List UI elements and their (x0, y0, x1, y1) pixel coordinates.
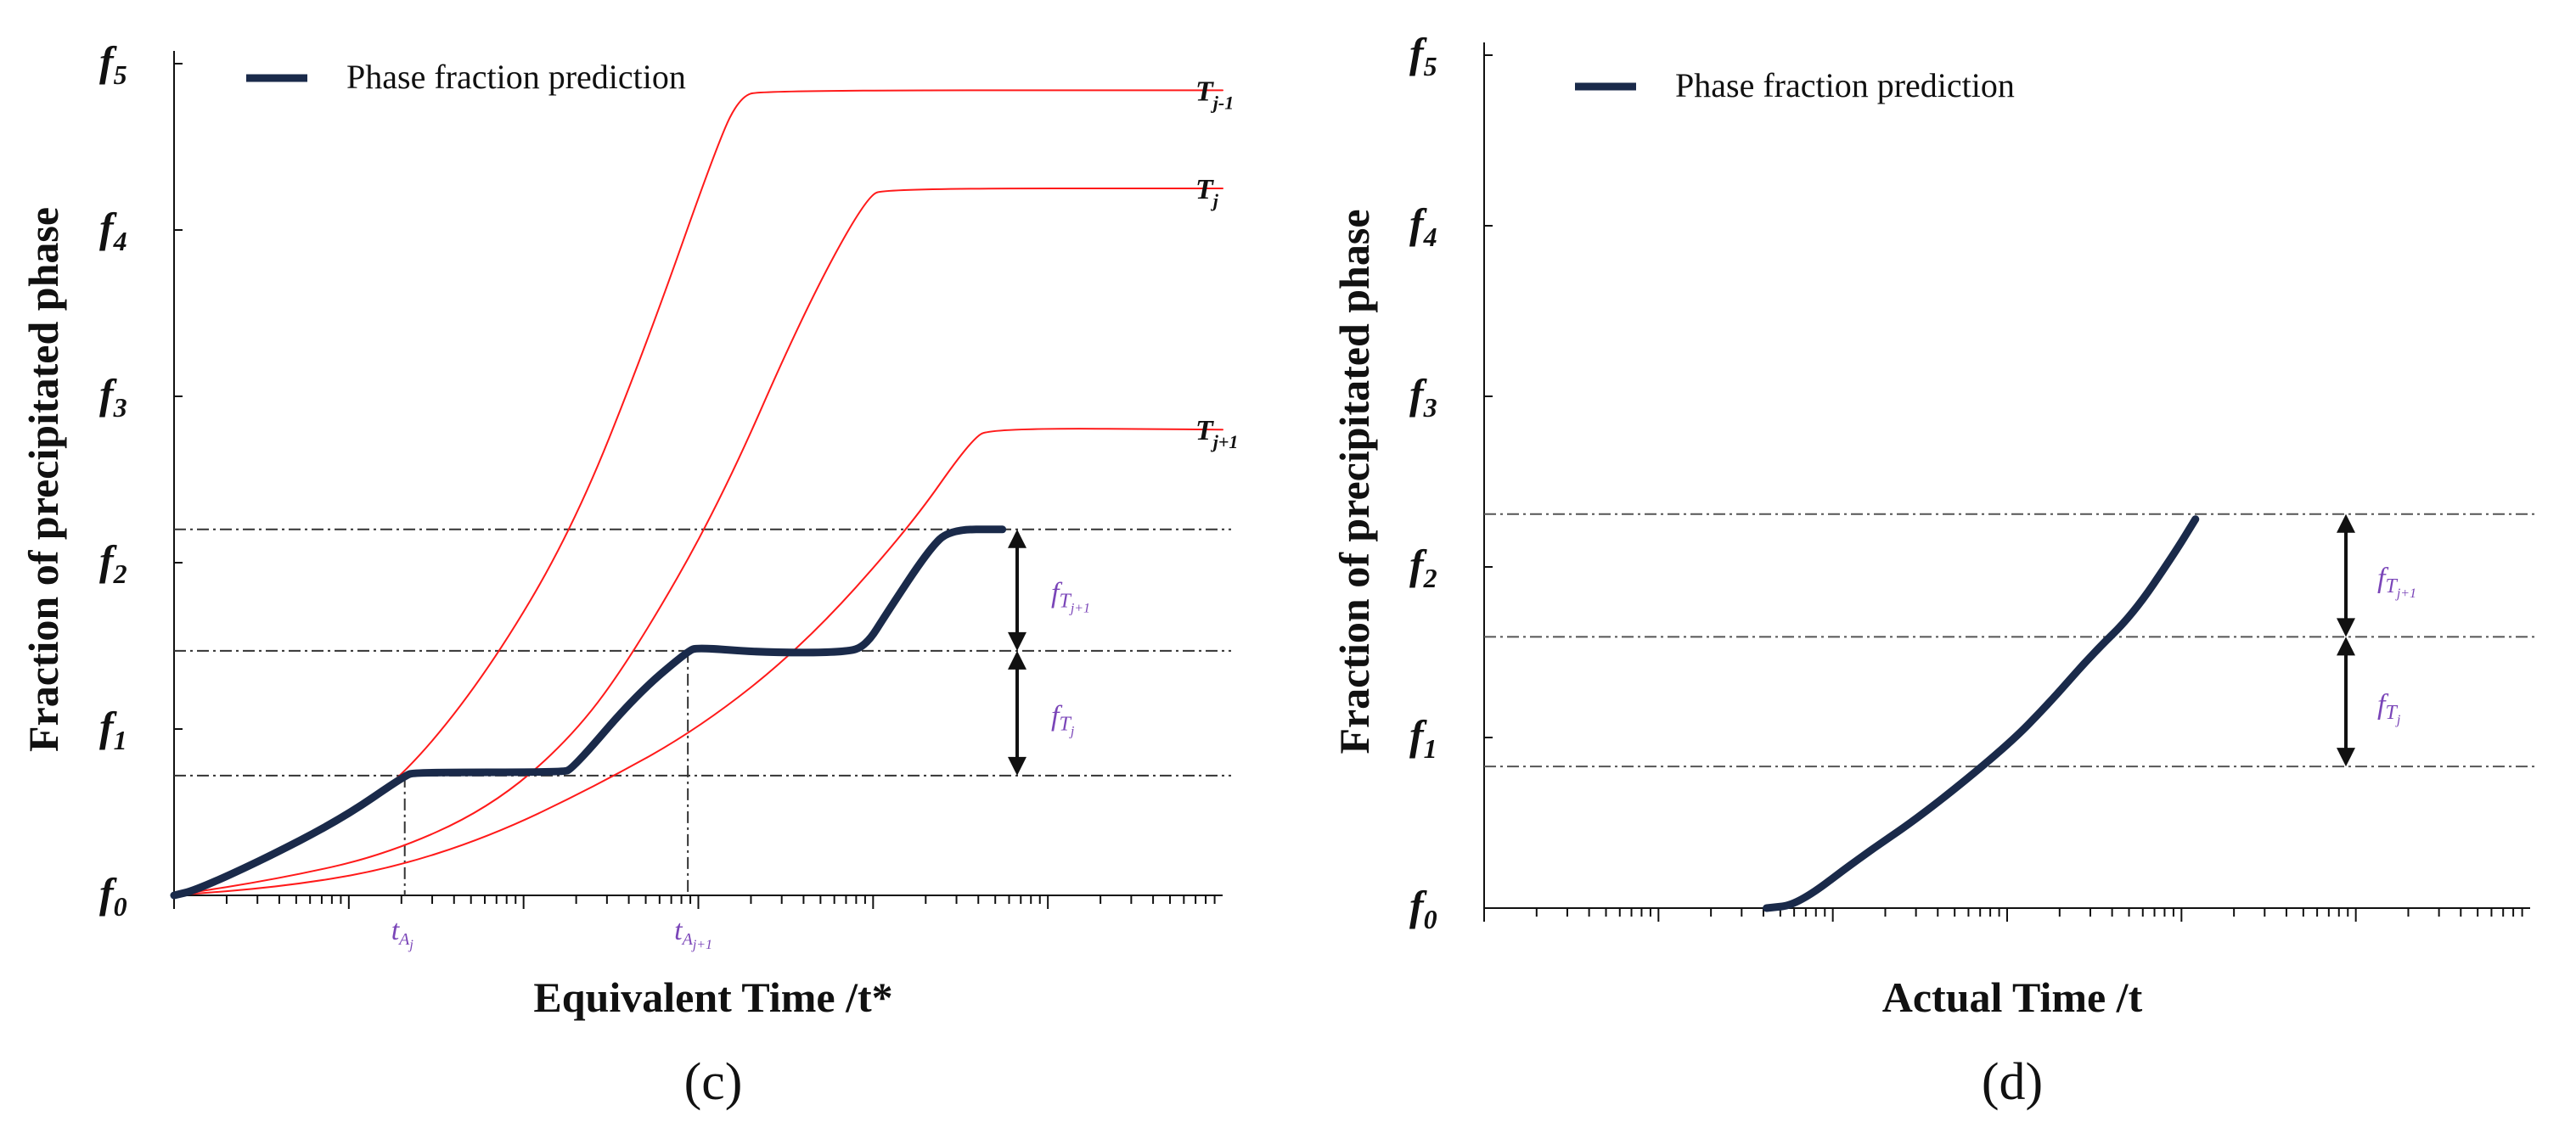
y-tick-label-sub-c: 4 (113, 226, 127, 256)
panel-label-d: (d) (1982, 1053, 2043, 1111)
range-label-d: fTj (2377, 689, 2401, 727)
series-line-t-j-c (173, 187, 1223, 896)
y-tick-label-sub-c: 1 (114, 725, 127, 755)
range-label-sub-d: T (2385, 575, 2398, 597)
series-line-prediction-d (1763, 515, 2200, 912)
range-label-c: fTj (1051, 700, 1075, 738)
y-tick-label-sub-d: 0 (1424, 904, 1437, 934)
arrowhead-d (2337, 748, 2355, 767)
y-tick-label-sub-c: 3 (113, 392, 127, 423)
series-label-sub-c: j (1211, 190, 1219, 211)
range-label-d: fTj+1 (2377, 563, 2416, 601)
y-tick-label-c: f1 (99, 703, 127, 755)
x-annotation-sub-c: A (397, 930, 410, 949)
arrowhead-c (1008, 756, 1026, 776)
y-tick-label-d: f2 (1409, 541, 1437, 593)
series-label-c: Tj+1 (1195, 415, 1238, 452)
range-label-sub-d: T (2385, 702, 2398, 724)
x-annotation-c: tAj (391, 915, 414, 952)
range-label-subsub-d: j (2395, 713, 2401, 727)
arrowhead-c (1008, 529, 1026, 548)
range-label-sub-c: T (1059, 590, 1071, 612)
series-line-prediction-c (170, 525, 1007, 900)
y-tick-label-c: f3 (99, 370, 127, 423)
y-tick-label-d: f0 (1409, 882, 1437, 934)
y-tick-label-sub-d: 4 (1423, 222, 1437, 252)
x-axis-title-d: Actual Time /t (1882, 973, 2143, 1021)
y-tick-label-sub-d: 5 (1424, 51, 1437, 81)
y-tick-label-sub-c: 0 (114, 891, 127, 922)
y-tick-label-c: f5 (99, 37, 127, 90)
range-label-subsub-d: j+1 (2395, 586, 2416, 601)
arrowhead-d (2337, 618, 2355, 637)
x-annotation-c: tAj+1 (674, 915, 712, 952)
y-tick-label-c: f0 (99, 869, 127, 922)
legend-label-c: Phase fraction prediction (346, 58, 686, 96)
x-annotation-sub-c: A (681, 930, 694, 949)
range-label-subsub-c: j (1069, 724, 1075, 738)
y-tick-label-sub-c: 5 (114, 59, 127, 90)
legend-label-d: Phase fraction prediction (1675, 66, 2015, 104)
y-tick-label-c: f4 (99, 204, 127, 256)
series-line-t-j-1-c (173, 428, 1223, 896)
range-label-c: fTj+1 (1051, 577, 1090, 615)
arrowhead-c (1008, 650, 1026, 670)
y-tick-label-sub-d: 1 (1424, 733, 1437, 764)
y-tick-label-sub-c: 2 (113, 558, 127, 589)
y-axis-title-c: Fraction of precipitated phase (20, 207, 67, 752)
series-label-c: Tj (1195, 174, 1219, 211)
y-tick-label-d: f3 (1409, 370, 1437, 423)
y-tick-label-sub-d: 3 (1423, 392, 1437, 423)
arrowhead-c (1008, 631, 1026, 651)
series-label-c: Tj-1 (1195, 76, 1234, 113)
x-annotation-subsub-c: j (408, 938, 413, 952)
arrowhead-d (2337, 513, 2355, 533)
arrowhead-d (2337, 637, 2355, 656)
series-label-sub-c: j-1 (1211, 92, 1234, 113)
x-axis-title-c: Equivalent Time /t* (533, 973, 892, 1021)
y-tick-label-d: f1 (1409, 711, 1437, 764)
y-tick-label-sub-d: 2 (1423, 563, 1437, 593)
range-label-subsub-c: j+1 (1069, 601, 1090, 615)
range-label-sub-c: T (1059, 713, 1071, 735)
y-tick-label-d: f5 (1409, 29, 1437, 81)
y-axis-title-d: Fraction of precipitated phase (1330, 209, 1378, 754)
series-line-t-j-1-c (173, 89, 1223, 896)
x-annotation-subsub-c: j+1 (691, 938, 712, 952)
y-tick-label-d: f4 (1409, 199, 1437, 252)
y-tick-label-c: f2 (99, 536, 127, 589)
panel-label-c: (c) (684, 1053, 743, 1111)
chart-panel-d: f0 f1 f2 f3 f4 f5 Phase fraction prediction fTj… (1330, 29, 2539, 1111)
series-label-sub-c: j+1 (1211, 431, 1239, 452)
